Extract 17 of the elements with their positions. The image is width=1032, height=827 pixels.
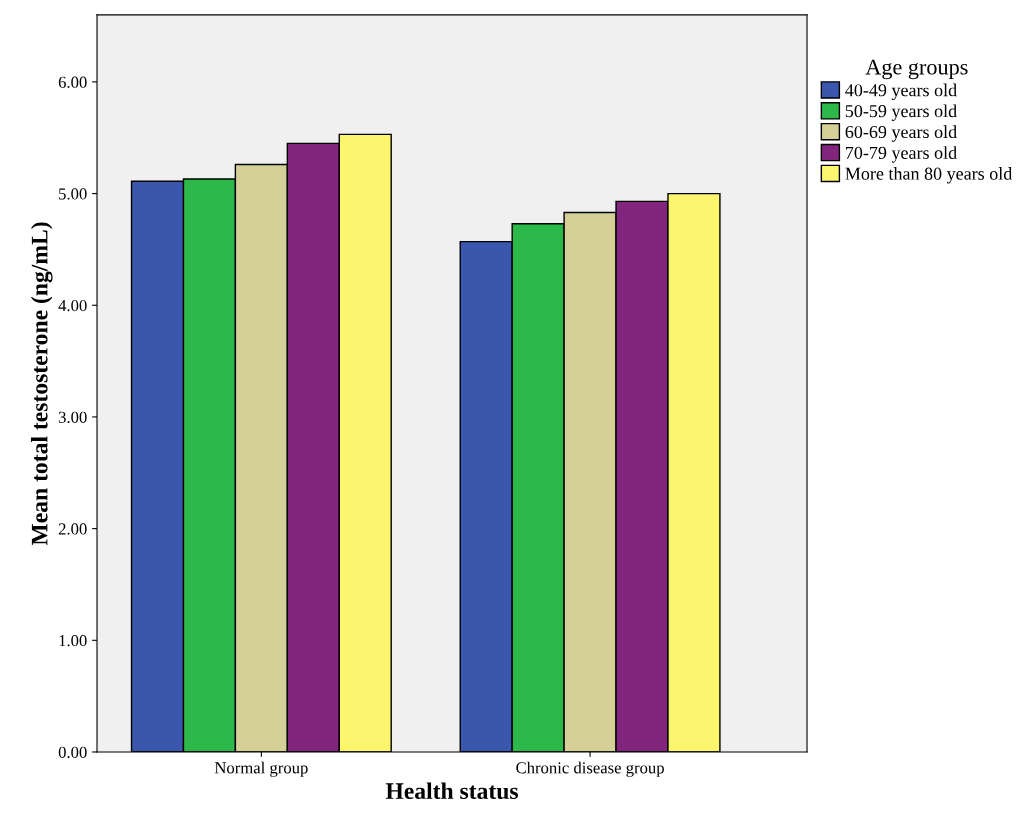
x-tick-label: Chronic disease group [516,761,664,777]
legend-label: 60-69 years old [845,125,957,142]
x-tick-label: Normal group [214,761,308,777]
legend-title: Age groups [865,59,968,80]
y-axis-title: Mean total testosterone (ng/mL) [30,222,53,546]
x-axis-title: Health status [385,782,519,800]
legend-label: More than 80 years old [845,167,1013,184]
y-tick-label: 0.00 [58,746,87,759]
y-tick-label: 3.00 [58,411,87,423]
legend-label: 70-79 years old [846,146,957,163]
y-tick-label: 4.00 [58,299,87,312]
legend-label: 40-49 years old [845,83,957,101]
y-tick-label: 1.00 [59,635,87,647]
legend-label: 50-59 years old [845,104,957,121]
y-tick-label: 6.00 [58,76,87,88]
y-tick-label: 5.00 [59,188,87,200]
y-tick-label: 2.00 [58,523,87,535]
